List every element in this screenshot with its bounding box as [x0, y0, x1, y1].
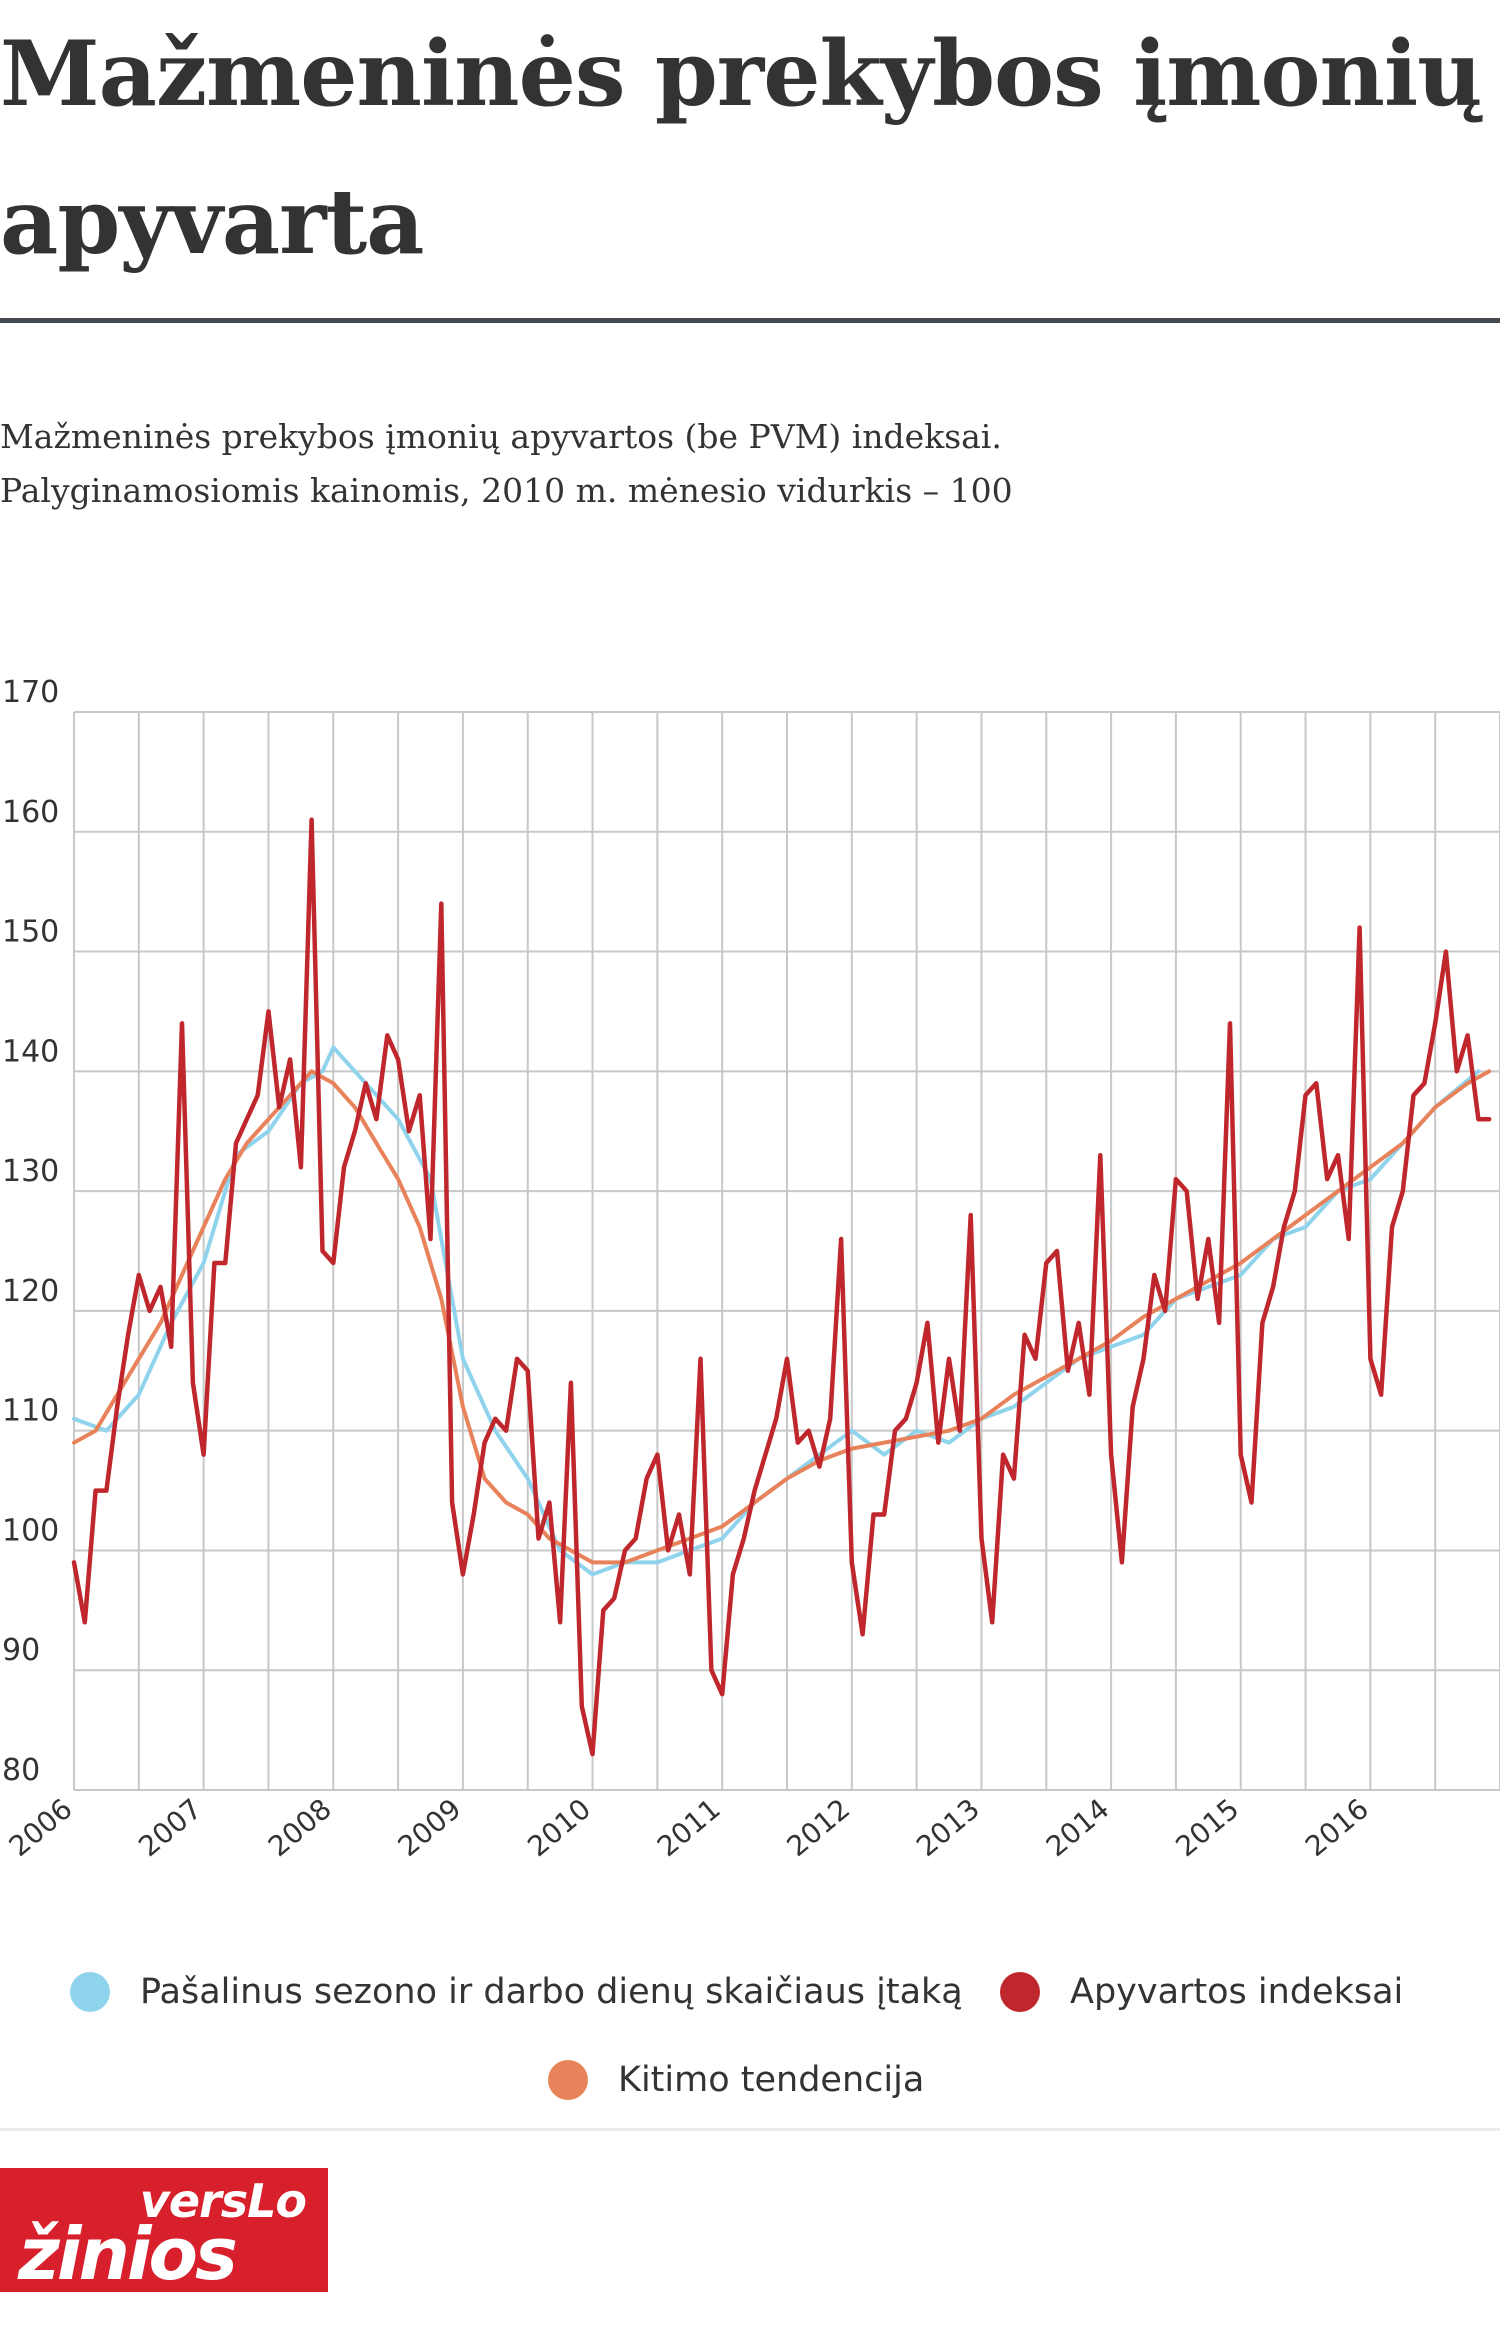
legend-item-turnover: Apyvartos indeksai: [1000, 1972, 1403, 2012]
x-tick-label: 2006: [3, 1792, 79, 1863]
legend-label-trend: Kitimo tendencija: [618, 2060, 925, 2100]
legend-marker-seasonal: [70, 1972, 110, 2012]
x-tick-label: 2015: [1169, 1792, 1245, 1863]
subtitle-line-1: Mažmeninės prekybos įmonių apyvartos (be…: [0, 417, 1002, 456]
series-line-turnover: [71, 817, 1492, 1757]
chart-subtitle: Mažmeninės prekybos įmonių apyvartos (be…: [0, 410, 1480, 518]
footer-divider: [0, 2128, 1500, 2131]
y-tick-label: 90: [2, 1633, 40, 1668]
y-tick-label: 130: [2, 1154, 59, 1189]
y-tick-label: 110: [2, 1394, 59, 1429]
x-tick-label: 2009: [392, 1792, 468, 1863]
x-tick-label: 2014: [1040, 1792, 1116, 1863]
series-line-trend: [72, 1069, 1492, 1565]
line-chart: 80 90 100 110 120 130 140 150 160 170 2006 2007 2008…: [2, 675, 1500, 1863]
x-tick-label: 2012: [781, 1792, 857, 1863]
x-tick-label: 2008: [262, 1792, 338, 1863]
page-title: Mažmeninės prekybos įmonių apyvarta: [0, 21, 1483, 275]
y-tick-label: 150: [2, 915, 59, 950]
y-tick-label: 80: [2, 1753, 40, 1788]
y-tick-label: 160: [2, 795, 59, 830]
legend-marker-trend: [548, 2060, 588, 2100]
verslo-zinios-logo: versLo žinios: [0, 2168, 328, 2296]
legend-marker-turnover: [1000, 1972, 1040, 2012]
x-tick-label: 2010: [521, 1792, 597, 1863]
subtitle-line-2: Palyginamosiomis kainomis, 2010 m. mėnes…: [0, 471, 1013, 510]
y-tick-label: 170: [2, 675, 59, 710]
y-tick-label: 100: [2, 1513, 59, 1548]
title-divider: [0, 318, 1500, 323]
x-tick-label: 2013: [910, 1792, 986, 1863]
x-tick-label: 2007: [132, 1792, 208, 1863]
legend-item-seasonal: Pašalinus sezono ir darbo dienų skaičiau…: [70, 1972, 963, 2012]
y-tick-label: 140: [2, 1034, 59, 1069]
logo-text-top: versLo: [139, 2174, 307, 2228]
logo-text-bottom: žinios: [18, 2212, 238, 2296]
chart-legend: Pašalinus sezono ir darbo dienų skaičiau…: [0, 1950, 1500, 2130]
x-tick-label: 2016: [1299, 1792, 1375, 1863]
x-tick-label: 2011: [651, 1792, 727, 1863]
y-tick-label: 120: [2, 1274, 59, 1309]
legend-label-seasonal: Pašalinus sezono ir darbo dienų skaičiau…: [140, 1972, 963, 2012]
legend-item-trend: Kitimo tendencija: [548, 2060, 924, 2100]
legend-label-turnover: Apyvartos indeksai: [1070, 1972, 1404, 2012]
